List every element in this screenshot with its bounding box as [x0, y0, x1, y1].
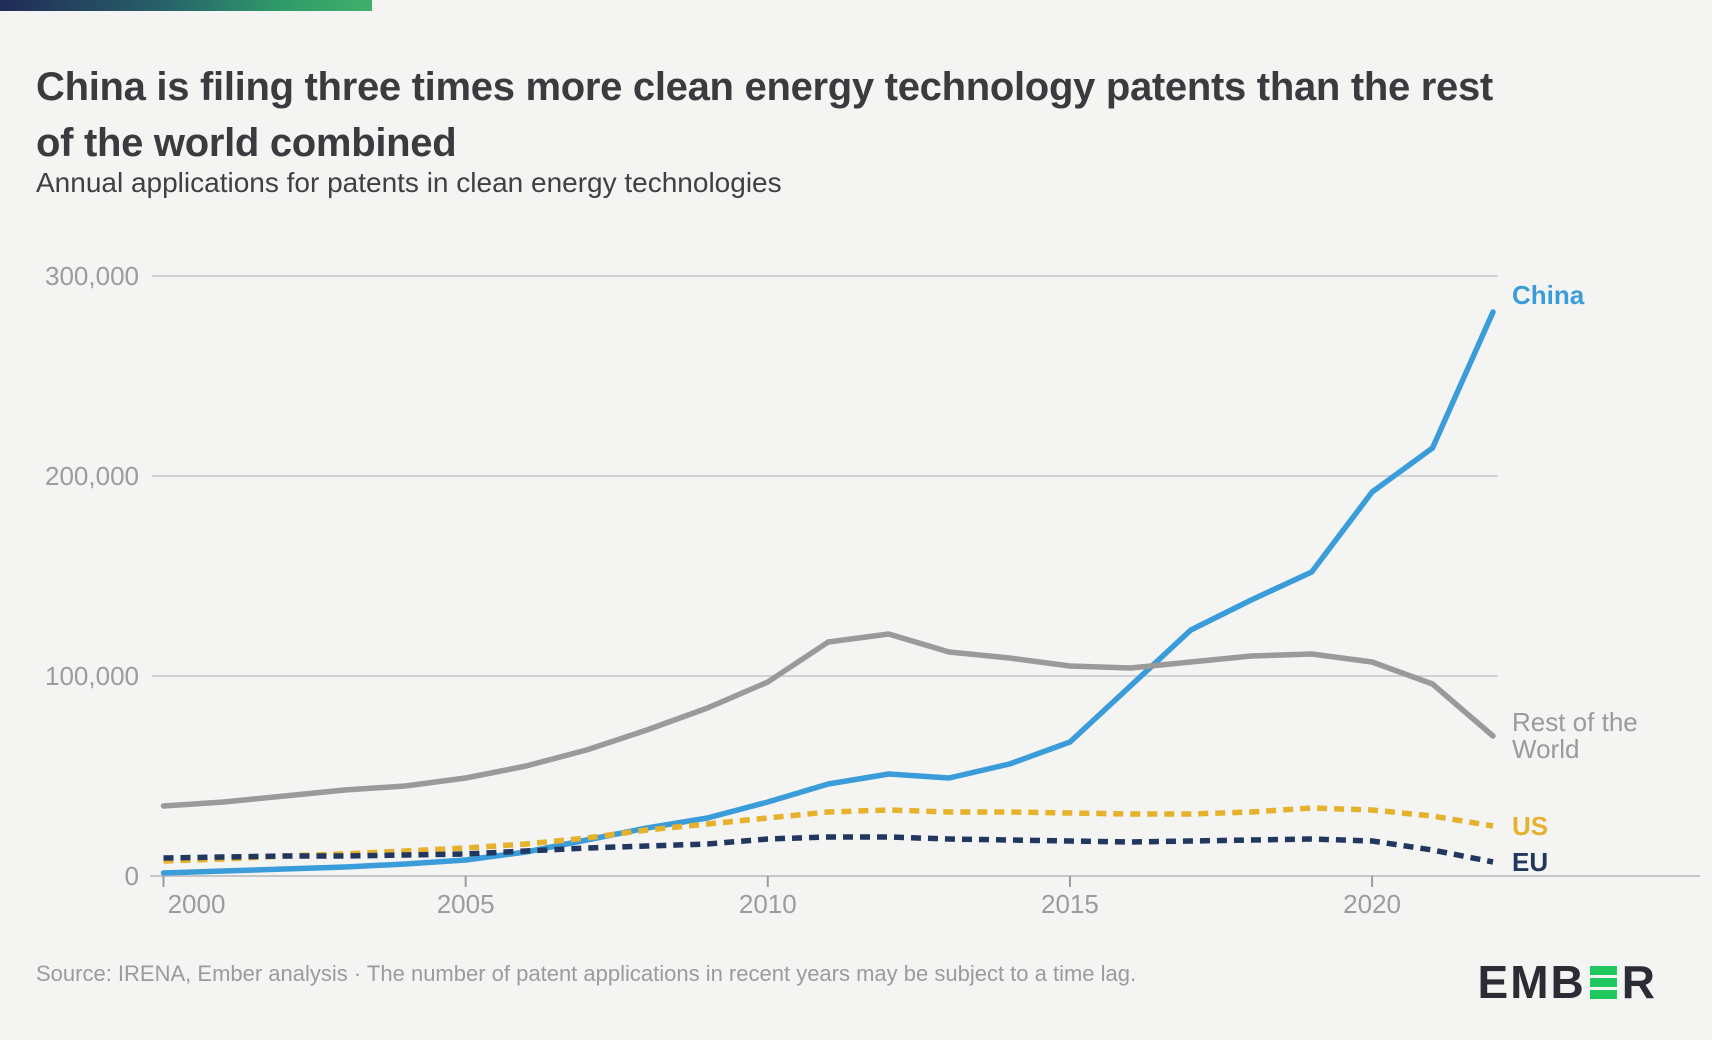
series-label-eu: EU: [1512, 847, 1549, 877]
x-axis-label-2020: 2020: [1343, 889, 1402, 919]
ember-logo: EMB R: [1477, 956, 1657, 1008]
series-label-us: US: [1512, 811, 1549, 841]
brand-accent-gradient-bar: [0, 0, 372, 11]
y-axis-label-0: 0: [124, 861, 139, 891]
chart-title: China is filing three times more clean e…: [36, 64, 1493, 165]
ember-logo-green-e-icon: [1589, 965, 1617, 999]
y-axis-label-200,000: 200,000: [45, 461, 139, 491]
series-line-rest-of-the-world: [160, 631, 1496, 809]
x-axis-label-2015: 2015: [1041, 889, 1099, 919]
x-axis-label-2005: 2005: [436, 889, 495, 919]
series-line-china: [160, 309, 1496, 876]
series-line-us: [163, 805, 1494, 864]
x-axis-label-2010: 2010: [738, 889, 797, 919]
ember-logo-text-right: R: [1621, 956, 1657, 1008]
ember-logo-text-left: EMB: [1477, 956, 1586, 1008]
source-note: Source: IRENA, Ember analysis · The numb…: [36, 961, 1137, 986]
chart-subtitle: Annual applications for patents in clean…: [36, 167, 782, 198]
y-axis-label-300,000: 300,000: [45, 261, 139, 291]
series-label-rest-of-the-world: Rest of the World: [1512, 707, 1638, 764]
series-label-china: China: [1512, 280, 1585, 310]
x-axis-label-2000: 2000: [167, 889, 226, 919]
y-axis-label-100,000: 100,000: [45, 661, 139, 691]
series-line-eu: [163, 834, 1494, 865]
